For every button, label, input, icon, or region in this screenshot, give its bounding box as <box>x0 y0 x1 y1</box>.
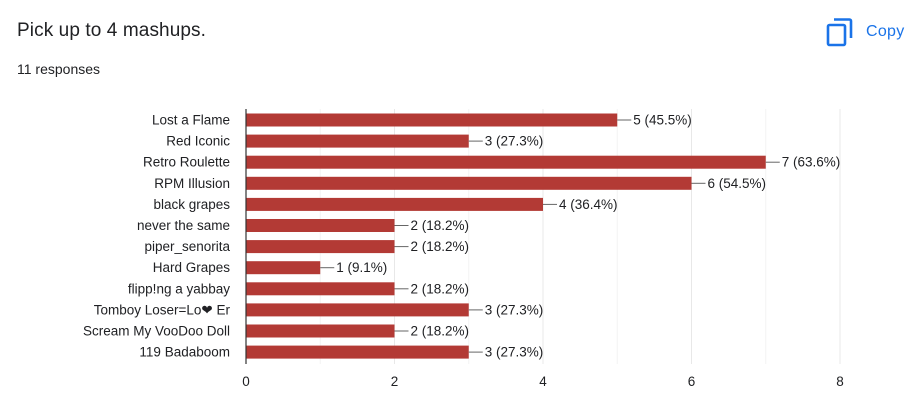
category-label: Red Iconic <box>166 134 230 149</box>
x-tick-label: 2 <box>391 374 399 389</box>
bar <box>246 261 321 275</box>
bar <box>246 303 469 317</box>
category-label: Tomboy Loser=Lo❤ Er <box>94 302 231 317</box>
data-label: 2 (18.2%) <box>411 239 470 254</box>
data-label: 3 (27.3%) <box>485 302 544 317</box>
data-label: 7 (63.6%) <box>782 155 841 170</box>
category-label: 119 Badaboom <box>139 345 230 360</box>
x-tick-label: 0 <box>242 374 250 389</box>
bar <box>246 113 618 127</box>
data-label: 6 (54.5%) <box>708 176 767 191</box>
data-label: 3 (27.3%) <box>485 345 544 360</box>
category-label: Lost a Flame <box>152 113 230 128</box>
category-label: never the same <box>137 218 230 233</box>
category-label: piper_senorita <box>144 239 230 254</box>
x-tick-label: 6 <box>688 374 696 389</box>
data-label: 4 (36.4%) <box>559 197 618 212</box>
bar <box>246 324 395 338</box>
bar <box>246 219 395 232</box>
copy-button[interactable]: Copy <box>826 16 905 48</box>
category-label: black grapes <box>153 197 230 212</box>
bar <box>246 282 395 296</box>
bar <box>246 345 469 359</box>
bar <box>246 155 766 169</box>
x-tick-label: 4 <box>539 374 547 389</box>
data-label: 3 (27.3%) <box>485 134 544 149</box>
question-title: Pick up to 4 mashups. <box>17 20 207 41</box>
category-label: Scream My VooDoo Doll <box>83 324 230 339</box>
bar <box>246 134 469 148</box>
data-label: 5 (45.5%) <box>633 113 692 128</box>
category-label: Retro Roulette <box>143 155 230 170</box>
category-label: flipp!ng a yabbay <box>128 281 230 296</box>
category-label: Hard Grapes <box>153 260 231 275</box>
response-count: 11 responses <box>17 61 101 77</box>
x-tick-label: 8 <box>836 374 844 389</box>
copy-label: Copy <box>866 23 905 40</box>
bar <box>246 176 692 190</box>
data-label: 2 (18.2%) <box>411 324 470 339</box>
copy-icon <box>826 18 853 47</box>
bar <box>246 240 395 254</box>
data-label: 2 (18.2%) <box>411 218 470 233</box>
data-label: 1 (9.1%) <box>336 260 387 275</box>
data-label: 2 (18.2%) <box>411 281 470 296</box>
category-label: RPM Illusion <box>154 176 230 191</box>
bar <box>246 197 543 211</box>
